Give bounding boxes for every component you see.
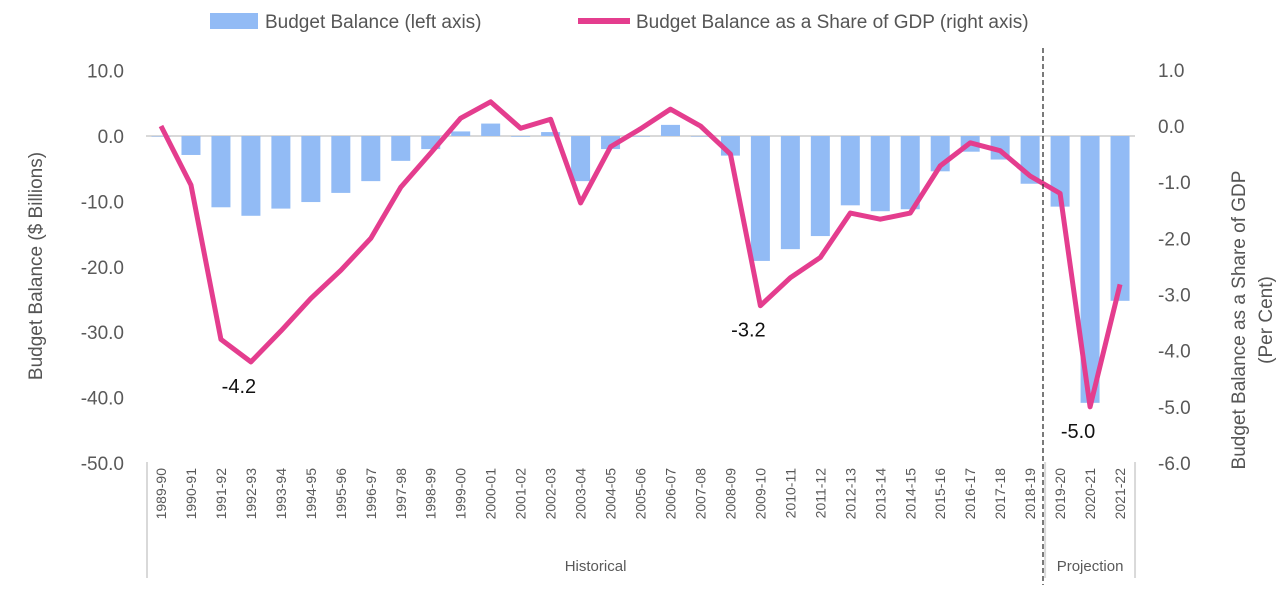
x-tick-label: 2018-19 <box>1022 468 1038 520</box>
right-tick-label: -1.0 <box>1158 173 1191 194</box>
x-tick-label: 1990-91 <box>183 468 199 520</box>
bar-2012-13 <box>840 136 860 206</box>
bar-2014-15 <box>900 136 920 210</box>
right-axis-title-line1: Budget Balance as a Share of GDP <box>1229 171 1250 470</box>
group-label: Historical <box>565 558 627 575</box>
x-tick-label: 1997-98 <box>393 468 409 520</box>
bars <box>151 123 1130 403</box>
left-tick-label: -50.0 <box>81 454 124 475</box>
right-tick-label: -5.0 <box>1158 398 1191 419</box>
group-label: Projection <box>1057 558 1124 575</box>
x-tick-label: 2015-16 <box>932 468 948 520</box>
left-tick-label: -10.0 <box>81 192 124 213</box>
left-axis-title: Budget Balance ($ Billions) <box>26 152 47 380</box>
annotations: -4.2 -3.2 -5.0 <box>222 320 1096 443</box>
x-tick-label: 2002-03 <box>543 468 559 520</box>
bar-1996-97 <box>361 136 381 182</box>
data-label: -5.0 <box>1061 421 1095 443</box>
bar-2006-07 <box>660 124 680 136</box>
bar-1992-93 <box>241 136 261 216</box>
x-tick-label: 2001-02 <box>513 468 529 520</box>
data-label: -3.2 <box>731 320 765 342</box>
bar-1991-92 <box>211 136 231 208</box>
x-tick-label: 2019-20 <box>1052 468 1068 520</box>
bar-1999-00 <box>451 131 471 136</box>
bar-2000-01 <box>481 123 501 136</box>
bar-2013-14 <box>870 136 890 212</box>
x-tick-label: 2017-18 <box>992 468 1008 520</box>
bar-2011-12 <box>810 136 830 237</box>
x-tick-label: 2008-09 <box>722 468 738 520</box>
x-tick-label: 2000-01 <box>483 468 499 520</box>
x-tick-label: 2014-15 <box>902 468 918 520</box>
bar-1994-95 <box>301 136 321 203</box>
x-axis-groups: Historical Projection <box>146 462 1137 578</box>
x-tick-label: 2013-14 <box>872 468 888 520</box>
x-tick-label: 1998-99 <box>423 468 439 520</box>
legend-bar-swatch <box>210 13 258 29</box>
bar-1989-90 <box>151 136 171 137</box>
x-tick-label: 2009-10 <box>752 468 768 520</box>
x-axis-labels: 1989-90 1990-91 1991-92 1992-93 1993-94 1994-… <box>153 468 1128 520</box>
bar-2020-21 <box>1080 136 1100 403</box>
bar-2007-08 <box>690 136 710 137</box>
bar-1997-98 <box>391 136 411 161</box>
right-tick-label: -6.0 <box>1158 454 1191 475</box>
x-tick-label: 2021-22 <box>1112 468 1128 520</box>
right-tick-label: -2.0 <box>1158 229 1191 250</box>
x-tick-label: 2011-12 <box>812 468 828 519</box>
x-tick-label: 1993-94 <box>273 468 289 520</box>
right-tick-label: 0.0 <box>1158 117 1184 138</box>
bar-1993-94 <box>271 136 291 209</box>
left-tick-label: 0.0 <box>98 127 124 148</box>
gdp-share-line <box>158 99 1123 410</box>
left-tick-label: -20.0 <box>81 258 124 279</box>
line-series <box>158 99 1123 410</box>
bar-2010-11 <box>780 136 800 250</box>
left-tick-label: -30.0 <box>81 323 124 344</box>
bar-2001-02 <box>511 136 531 137</box>
x-tick-label: 1994-95 <box>303 468 319 520</box>
bar-2005-06 <box>631 136 651 137</box>
bar-1990-91 <box>181 136 201 155</box>
legend-line-label: Budget Balance as a Share of GDP (right … <box>636 12 1029 33</box>
right-axis-title-line2: (Per Cent) <box>1256 276 1277 364</box>
x-tick-label: 2005-06 <box>633 468 649 520</box>
x-tick-label: 1999-00 <box>453 468 469 520</box>
right-tick-label: 1.0 <box>1158 61 1184 82</box>
x-tick-label: 1995-96 <box>333 468 349 520</box>
x-tick-label: 2004-05 <box>603 468 619 520</box>
legend-bar-label: Budget Balance (left axis) <box>265 12 482 33</box>
x-tick-label: 2020-21 <box>1082 468 1098 520</box>
x-tick-label: 1989-90 <box>153 468 169 520</box>
x-tick-label: 1991-92 <box>213 468 229 520</box>
right-axis-ticks: 1.0 0.0 -1.0 -2.0 -3.0 -4.0 -5.0 -6.0 <box>1158 61 1191 475</box>
x-tick-label: 2012-13 <box>842 468 858 520</box>
x-tick-label: 1996-97 <box>363 468 379 520</box>
x-tick-label: 2010-11 <box>782 468 798 519</box>
x-tick-label: 2006-07 <box>662 468 678 520</box>
right-tick-label: -4.0 <box>1158 342 1191 363</box>
bar-1995-96 <box>331 136 351 193</box>
bar-2003-04 <box>571 136 591 182</box>
left-tick-label: 10.0 <box>87 62 124 83</box>
bar-2009-10 <box>750 136 770 261</box>
right-tick-label: -3.0 <box>1158 286 1191 307</box>
bar-2021-22 <box>1110 136 1130 301</box>
x-tick-label: 2007-08 <box>692 468 708 520</box>
x-tick-label: 2003-04 <box>573 468 589 520</box>
data-label: -4.2 <box>222 376 256 398</box>
legend: Budget Balance (left axis) Budget Balanc… <box>210 12 1029 33</box>
left-axis-ticks: 10.0 0.0 -10.0 -20.0 -30.0 -40.0 -50.0 <box>81 62 124 475</box>
left-tick-label: -40.0 <box>81 389 124 410</box>
x-tick-label: 1992-93 <box>243 468 259 520</box>
x-tick-label: 2016-17 <box>962 468 978 520</box>
bar-2002-03 <box>541 132 561 136</box>
